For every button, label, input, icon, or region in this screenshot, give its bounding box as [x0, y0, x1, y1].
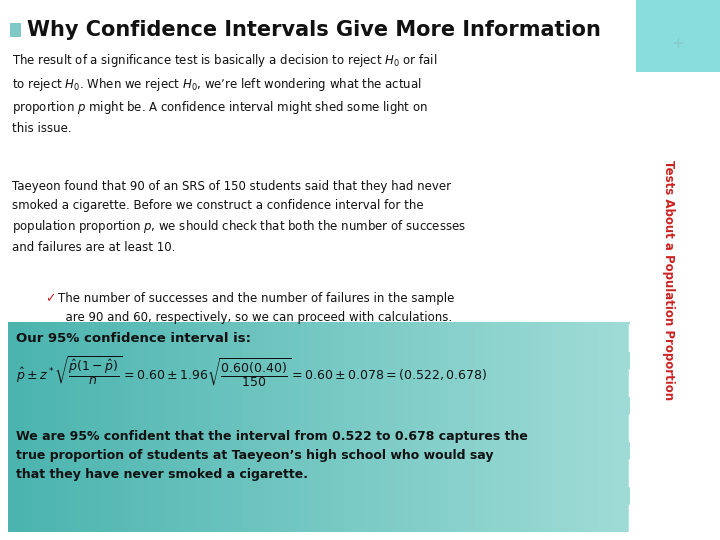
FancyBboxPatch shape — [636, 0, 720, 72]
Text: Taeyeon found that 90 of an SRS of 150 students said that they had never
smoked : Taeyeon found that 90 of an SRS of 150 s… — [12, 180, 466, 254]
Text: Tests About a Population Proportion: Tests About a Population Proportion — [662, 160, 675, 400]
Text: Why Confidence Intervals Give More Information: Why Confidence Intervals Give More Infor… — [27, 20, 601, 40]
Text: Our 95% confidence interval is:: Our 95% confidence interval is: — [16, 332, 251, 345]
Text: We are 95% confident that the interval from 0.522 to 0.678 captures the
true pro: We are 95% confident that the interval f… — [16, 430, 528, 481]
Text: The number of successes and the number of failures in the sample
  are 90 and 60: The number of successes and the number o… — [58, 292, 454, 323]
Text: ✓: ✓ — [45, 292, 55, 305]
Text: The result of a significance test is basically a decision to reject $H_0$ or fai: The result of a significance test is bas… — [12, 52, 437, 134]
Text: $\hat{p} \pm z^* \sqrt{\dfrac{\hat{p}(1-\hat{p})}{n}} = 0.60 \pm 1.96\sqrt{\dfra: $\hat{p} \pm z^* \sqrt{\dfrac{\hat{p}(1-… — [16, 355, 487, 389]
Text: +: + — [672, 36, 685, 51]
FancyBboxPatch shape — [10, 23, 21, 37]
